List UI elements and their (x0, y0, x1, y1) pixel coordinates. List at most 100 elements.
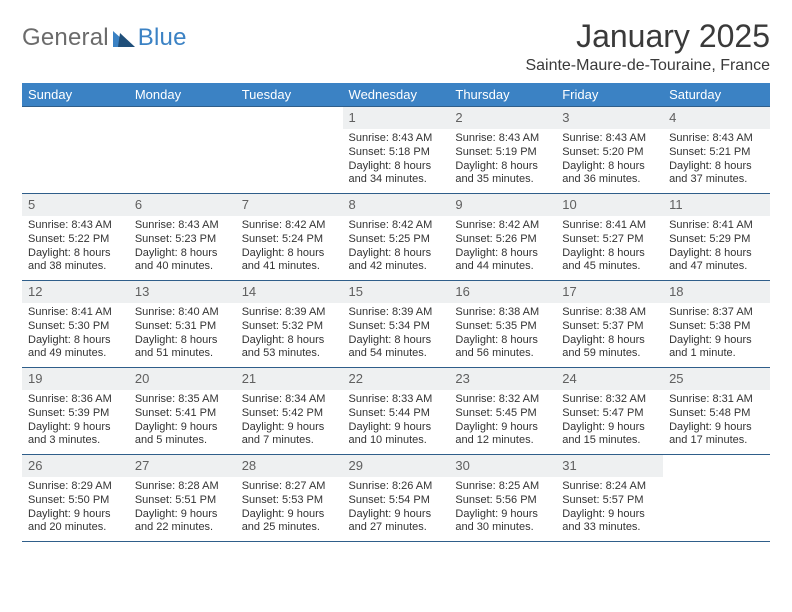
calendar-week-row: 12Sunrise: 8:41 AMSunset: 5:30 PMDayligh… (22, 281, 770, 368)
info-line-dl1: Daylight: 8 hours (455, 160, 550, 174)
info-line-dl2: and 17 minutes. (669, 434, 764, 448)
info-line-sunset: Sunset: 5:39 PM (28, 407, 123, 421)
info-line-sunset: Sunset: 5:18 PM (349, 146, 444, 160)
info-line-dl1: Daylight: 8 hours (669, 247, 764, 261)
info-line-dl1: Daylight: 8 hours (135, 247, 230, 261)
day-number-bar: 18 (663, 281, 770, 303)
day-info: Sunrise: 8:35 AMSunset: 5:41 PMDaylight:… (135, 393, 230, 448)
info-line-dl2: and 42 minutes. (349, 260, 444, 274)
day-info: Sunrise: 8:42 AMSunset: 5:24 PMDaylight:… (242, 219, 337, 274)
calendar-day-cell: 19Sunrise: 8:36 AMSunset: 5:39 PMDayligh… (22, 368, 129, 455)
info-line-sunrise: Sunrise: 8:42 AM (242, 219, 337, 233)
day-info: Sunrise: 8:28 AMSunset: 5:51 PMDaylight:… (135, 480, 230, 535)
day-content: 6Sunrise: 8:43 AMSunset: 5:23 PMDaylight… (129, 194, 236, 280)
day-number-bar: 3 (556, 107, 663, 129)
day-content: 17Sunrise: 8:38 AMSunset: 5:37 PMDayligh… (556, 281, 663, 367)
day-number: 28 (242, 458, 256, 473)
info-line-sunrise: Sunrise: 8:43 AM (669, 132, 764, 146)
day-content: 5Sunrise: 8:43 AMSunset: 5:22 PMDaylight… (22, 194, 129, 280)
info-line-dl2: and 25 minutes. (242, 521, 337, 535)
day-number-bar: 23 (449, 368, 556, 390)
empty-cell (129, 107, 236, 193)
calendar-day-cell: 4Sunrise: 8:43 AMSunset: 5:21 PMDaylight… (663, 107, 770, 194)
info-line-dl2: and 5 minutes. (135, 434, 230, 448)
day-number: 8 (349, 197, 356, 212)
day-info: Sunrise: 8:37 AMSunset: 5:38 PMDaylight:… (669, 306, 764, 361)
info-line-dl2: and 33 minutes. (562, 521, 657, 535)
header: General Blue January 2025 Sainte-Maure-d… (22, 18, 770, 75)
day-content: 20Sunrise: 8:35 AMSunset: 5:41 PMDayligh… (129, 368, 236, 454)
day-info: Sunrise: 8:25 AMSunset: 5:56 PMDaylight:… (455, 480, 550, 535)
logo-triangle-icon (113, 29, 135, 47)
info-line-dl2: and 15 minutes. (562, 434, 657, 448)
day-content: 30 Sunrise: 8:25 AMSunset: 5:56 PMDayligh… (449, 455, 556, 541)
info-line-dl2: and 10 minutes. (349, 434, 444, 448)
day-content: 12Sunrise: 8:41 AMSunset: 5:30 PMDayligh… (22, 281, 129, 367)
info-line-dl1: Daylight: 9 hours (349, 421, 444, 435)
info-line-dl1: Daylight: 8 hours (242, 334, 337, 348)
calendar-day-cell: 21Sunrise: 8:34 AMSunset: 5:42 PMDayligh… (236, 368, 343, 455)
info-line-sunrise: Sunrise: 8:34 AM (242, 393, 337, 407)
day-number: 3 (562, 110, 569, 125)
day-number-bar: 9 (449, 194, 556, 216)
info-line-dl1: Daylight: 9 hours (455, 508, 550, 522)
day-content: 22Sunrise: 8:33 AMSunset: 5:44 PMDayligh… (343, 368, 450, 454)
day-content: 18 Sunrise: 8:37 AMSunset: 5:38 PMDayligh… (663, 281, 770, 367)
day-info: Sunrise: 8:26 AMSunset: 5:54 PMDaylight:… (349, 480, 444, 535)
day-number-bar: 16 (449, 281, 556, 303)
calendar-day-cell: 29Sunrise: 8:26 AMSunset: 5:54 PMDayligh… (343, 455, 450, 542)
info-line-dl2: and 1 minute. (669, 347, 764, 361)
day-number-bar: 12 (22, 281, 129, 303)
info-line-dl2: and 38 minutes. (28, 260, 123, 274)
day-info: Sunrise: 8:24 AMSunset: 5:57 PMDaylight:… (562, 480, 657, 535)
calendar-day-cell: 2Sunrise: 8:43 AMSunset: 5:19 PMDaylight… (449, 107, 556, 194)
info-line-sunset: Sunset: 5:48 PM (669, 407, 764, 421)
info-line-dl2: and 59 minutes. (562, 347, 657, 361)
calendar-week-row: 1Sunrise: 8:43 AMSunset: 5:18 PMDaylight… (22, 107, 770, 194)
info-line-sunrise: Sunrise: 8:36 AM (28, 393, 123, 407)
info-line-sunrise: Sunrise: 8:41 AM (669, 219, 764, 233)
calendar-day-cell: 31 Sunrise: 8:24 AMSunset: 5:57 PMDayligh… (556, 455, 663, 542)
info-line-sunrise: Sunrise: 8:40 AM (135, 306, 230, 320)
title-block: January 2025 Sainte-Maure-de-Touraine, F… (525, 18, 770, 75)
day-number-bar: 21 (236, 368, 343, 390)
info-line-sunrise: Sunrise: 8:39 AM (349, 306, 444, 320)
day-content: 28Sunrise: 8:27 AMSunset: 5:53 PMDayligh… (236, 455, 343, 541)
calendar-day-cell: 10Sunrise: 8:41 AMSunset: 5:27 PMDayligh… (556, 194, 663, 281)
info-line-dl1: Daylight: 8 hours (455, 334, 550, 348)
info-line-sunrise: Sunrise: 8:41 AM (28, 306, 123, 320)
day-number: 31 (562, 458, 576, 473)
day-content: 23Sunrise: 8:32 AMSunset: 5:45 PMDayligh… (449, 368, 556, 454)
day-number-bar: 30 (449, 455, 556, 477)
info-line-sunrise: Sunrise: 8:35 AM (135, 393, 230, 407)
day-number: 27 (135, 458, 149, 473)
info-line-dl2: and 27 minutes. (349, 521, 444, 535)
day-info: Sunrise: 8:36 AMSunset: 5:39 PMDaylight:… (28, 393, 123, 448)
month-title: January 2025 (525, 18, 770, 55)
info-line-dl1: Daylight: 8 hours (562, 160, 657, 174)
info-line-dl1: Daylight: 8 hours (135, 334, 230, 348)
calendar-day-cell: 15Sunrise: 8:39 AMSunset: 5:34 PMDayligh… (343, 281, 450, 368)
weekday-header: Thursday (449, 83, 556, 107)
info-line-sunset: Sunset: 5:34 PM (349, 320, 444, 334)
info-line-dl2: and 3 minutes. (28, 434, 123, 448)
day-number: 26 (28, 458, 42, 473)
calendar-day-cell (129, 107, 236, 194)
info-line-dl1: Daylight: 9 hours (455, 421, 550, 435)
calendar-day-cell: 18 Sunrise: 8:37 AMSunset: 5:38 PMDayligh… (663, 281, 770, 368)
day-content: 10Sunrise: 8:41 AMSunset: 5:27 PMDayligh… (556, 194, 663, 280)
day-number: 2 (455, 110, 462, 125)
day-info: Sunrise: 8:43 AMSunset: 5:21 PMDaylight:… (669, 132, 764, 187)
day-number: 23 (455, 371, 469, 386)
info-line-dl1: Daylight: 8 hours (349, 334, 444, 348)
info-line-sunset: Sunset: 5:20 PM (562, 146, 657, 160)
info-line-dl1: Daylight: 8 hours (28, 334, 123, 348)
info-line-dl2: and 35 minutes. (455, 173, 550, 187)
calendar-week-row: 19Sunrise: 8:36 AMSunset: 5:39 PMDayligh… (22, 368, 770, 455)
info-line-sunset: Sunset: 5:53 PM (242, 494, 337, 508)
calendar-day-cell: 1Sunrise: 8:43 AMSunset: 5:18 PMDaylight… (343, 107, 450, 194)
info-line-sunset: Sunset: 5:23 PM (135, 233, 230, 247)
info-line-dl1: Daylight: 8 hours (562, 334, 657, 348)
day-number: 13 (135, 284, 149, 299)
calendar-day-cell: 11Sunrise: 8:41 AMSunset: 5:29 PMDayligh… (663, 194, 770, 281)
